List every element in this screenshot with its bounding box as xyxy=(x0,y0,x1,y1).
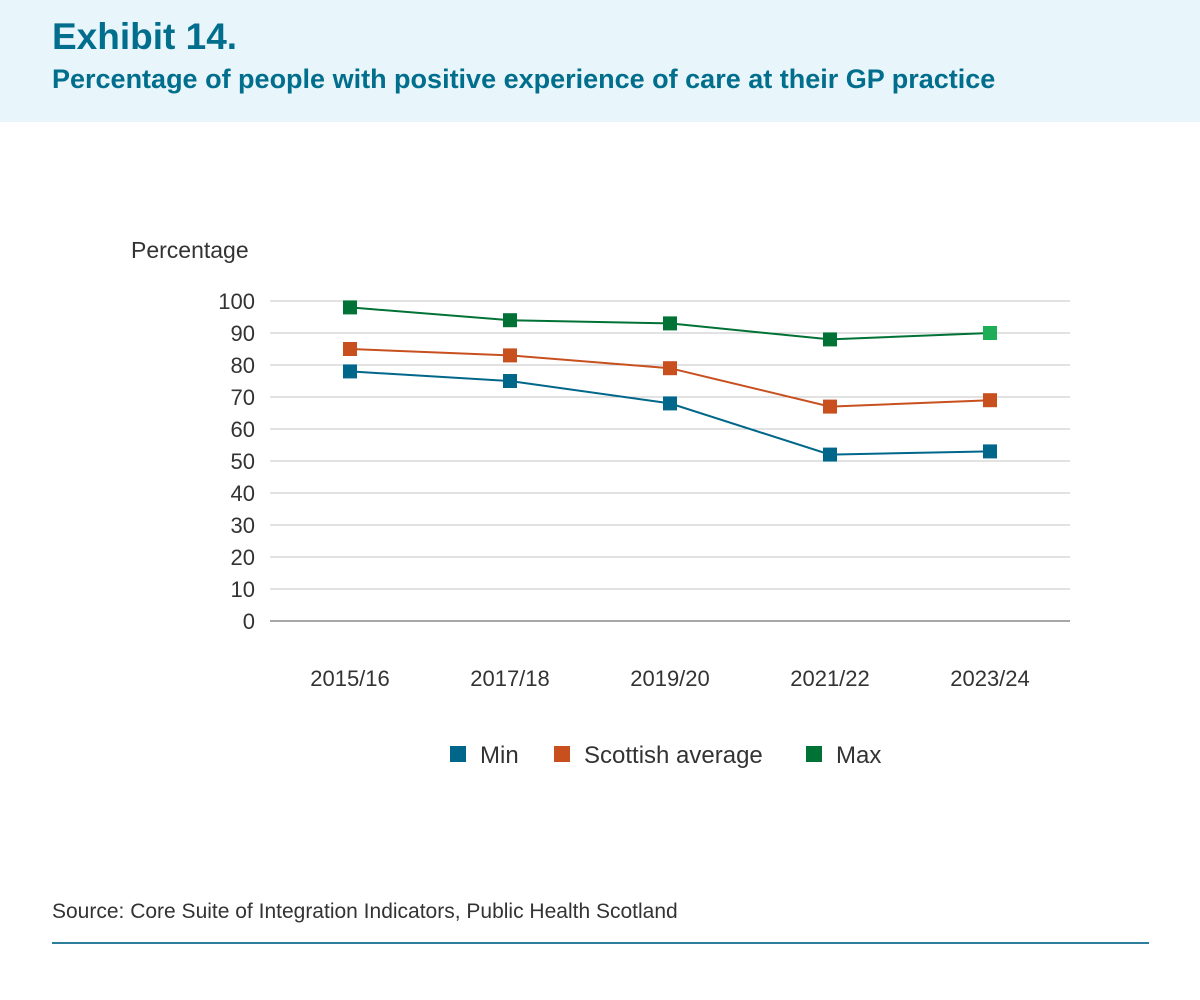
x-axis-ticks: 2015/16 2017/18 2019/20 2021/22 2023/24 xyxy=(310,666,1030,691)
legend-label-scottish-average: Scottish average xyxy=(584,742,763,769)
y-tick-label: 70 xyxy=(231,385,255,410)
footer-divider xyxy=(52,942,1149,944)
data-point-max xyxy=(343,300,357,315)
y-tick-label: 90 xyxy=(231,321,255,346)
y-tick-label: 20 xyxy=(231,545,255,570)
data-point-max xyxy=(503,313,517,328)
series-line-min xyxy=(349,370,991,456)
data-point-scottish-average xyxy=(823,399,837,414)
legend-swatch-max xyxy=(806,746,822,762)
x-tick-label: 2019/20 xyxy=(630,666,710,691)
header-banner: Exhibit 14. Percentage of people with po… xyxy=(0,0,1200,122)
y-tick-label: 60 xyxy=(231,417,255,442)
y-axis-label: Percentage xyxy=(131,237,249,263)
x-tick-label: 2021/22 xyxy=(790,666,870,691)
x-tick-label: 2017/18 xyxy=(470,666,550,691)
y-axis-ticks: 0 10 20 30 40 50 60 70 80 90 100 xyxy=(218,289,255,634)
chart-title: Percentage of people with positive exper… xyxy=(52,64,996,94)
series-min xyxy=(343,364,997,462)
data-point-max xyxy=(663,316,677,331)
data-point-scottish-average xyxy=(343,342,357,356)
source-note: Source: Core Suite of Integration Indica… xyxy=(52,900,678,923)
data-point-min xyxy=(823,447,837,462)
series-group xyxy=(343,300,997,462)
data-point-max xyxy=(823,332,837,347)
legend-swatch-min xyxy=(450,746,466,762)
y-tick-label: 40 xyxy=(231,481,255,506)
data-point-min xyxy=(343,364,357,379)
x-tick-label: 2023/24 xyxy=(950,666,1030,691)
y-tick-label: 80 xyxy=(231,353,255,378)
data-point-min xyxy=(663,396,677,411)
data-point-scottish-average xyxy=(663,361,677,376)
legend-label-min: Min xyxy=(480,742,519,769)
legend-label-max: Max xyxy=(836,742,881,769)
data-point-min xyxy=(503,374,517,388)
legend-swatch-scottish-average xyxy=(554,746,570,762)
y-tick-label: 100 xyxy=(218,289,255,314)
series-scottish-average xyxy=(343,342,997,414)
y-tick-label: 50 xyxy=(231,449,255,474)
y-tick-label: 0 xyxy=(243,609,255,634)
exhibit-number: Exhibit 14. xyxy=(52,16,238,57)
data-point-min xyxy=(983,444,997,459)
data-point-max xyxy=(983,326,997,340)
gridlines xyxy=(270,300,1070,622)
data-point-scottish-average xyxy=(983,393,997,408)
y-tick-label: 10 xyxy=(231,577,255,602)
data-point-scottish-average xyxy=(503,348,517,363)
legend: Min Scottish average Max xyxy=(450,742,881,769)
series-max xyxy=(343,300,997,347)
y-tick-label: 30 xyxy=(231,513,255,538)
x-tick-label: 2015/16 xyxy=(310,666,390,691)
